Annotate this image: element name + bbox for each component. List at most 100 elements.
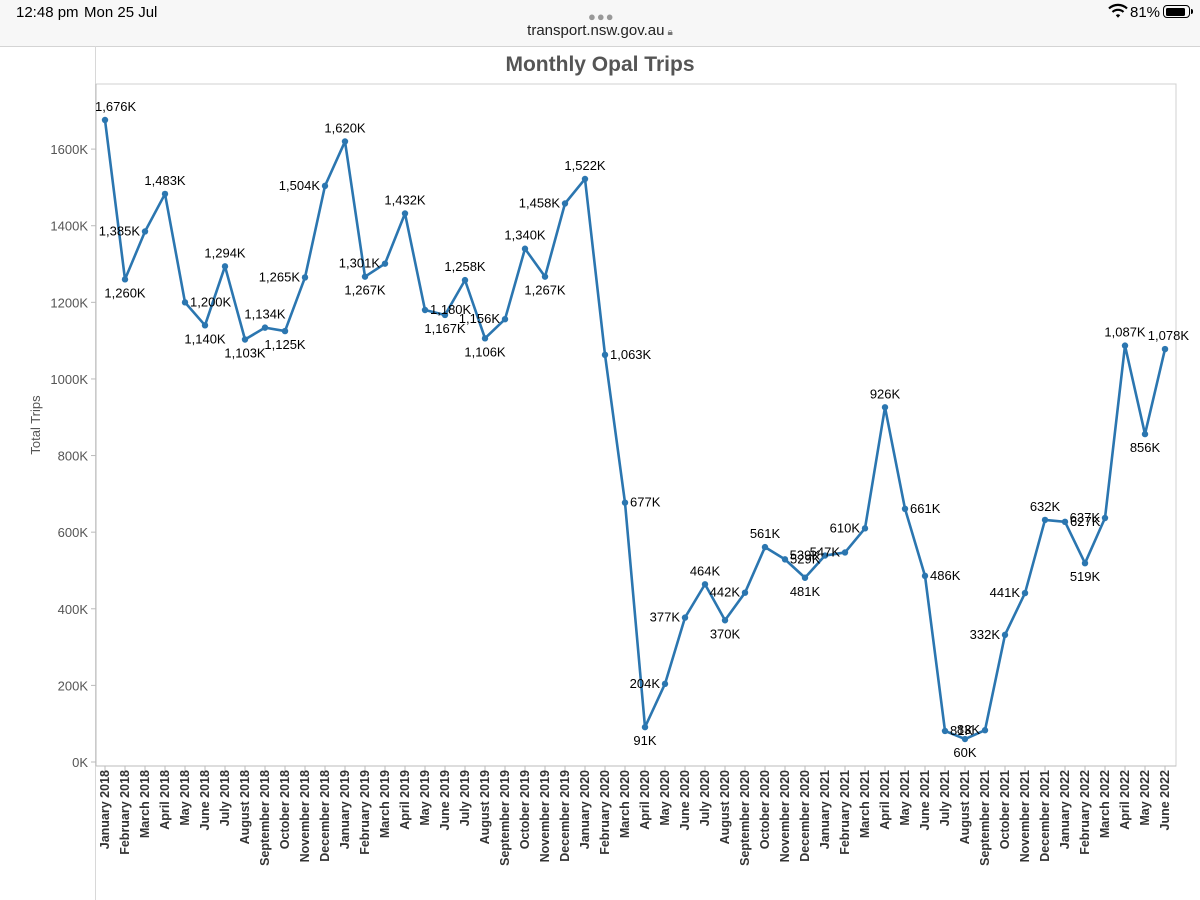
data-label: 1,340K — [504, 228, 546, 243]
data-label: 677K — [630, 495, 661, 510]
data-point — [221, 263, 229, 270]
x-tick-label: April 2021 — [878, 770, 892, 830]
x-tick-label: May 2020 — [658, 770, 672, 826]
x-tick-label: June 2022 — [1158, 770, 1172, 831]
data-point — [101, 116, 109, 124]
data-point — [761, 543, 769, 551]
data-label: 332K — [970, 627, 1001, 642]
data-point — [1021, 589, 1029, 597]
battery-icon — [1163, 5, 1193, 18]
x-tick-label: December 2018 — [318, 770, 332, 862]
data-label: 1,294K — [204, 245, 246, 260]
data-point — [921, 572, 929, 580]
data-point — [441, 311, 449, 319]
data-label: 610K — [830, 520, 861, 535]
data-point — [381, 260, 389, 267]
data-point — [601, 351, 609, 359]
data-label: 83K — [957, 722, 980, 737]
x-tick-label: December 2020 — [798, 770, 812, 862]
data-point — [501, 315, 509, 323]
x-tick-label: March 2021 — [858, 770, 872, 838]
data-label: 91K — [633, 733, 656, 748]
data-label: 442K — [710, 585, 741, 600]
data-label: 481K — [790, 584, 821, 599]
data-label: 1,087K — [1104, 325, 1146, 340]
data-point — [641, 723, 649, 731]
data-point — [421, 306, 429, 314]
x-tick-label: May 2019 — [418, 770, 432, 826]
data-label: 661K — [910, 501, 941, 516]
data-point — [1121, 342, 1129, 349]
data-label: 1,676K — [95, 99, 137, 114]
x-tick-label: June 2018 — [198, 770, 212, 831]
battery-percentage: 81% — [1130, 4, 1161, 21]
x-tick-label: May 2022 — [1138, 770, 1152, 826]
y-axis-title: Total Trips — [28, 395, 43, 455]
x-tick-label: July 2018 — [218, 770, 232, 826]
series-line — [103, 119, 1167, 741]
x-tick-label: July 2020 — [698, 770, 712, 826]
x-tick-label: June 2019 — [438, 770, 452, 831]
chart-title: Monthly Opal Trips — [505, 53, 695, 76]
data-label: 1,522K — [564, 158, 606, 173]
x-tick-label: September 2019 — [498, 770, 512, 866]
more-dots-icon[interactable]: ●●● — [588, 9, 615, 24]
data-point — [961, 735, 969, 743]
lock-icon: 🔒︎ — [667, 27, 673, 38]
data-label: 1,483K — [144, 173, 186, 188]
status-date: Mon 25 Jul — [84, 4, 158, 21]
data-label: 1,140K — [184, 331, 226, 346]
data-label: 529K — [790, 551, 821, 566]
data-point — [281, 327, 289, 335]
data-point — [821, 552, 829, 559]
data-label: 856K — [1130, 440, 1161, 455]
x-tick-label: April 2019 — [398, 770, 412, 830]
data-label: 627K — [1070, 514, 1101, 529]
data-label: 60K — [953, 745, 976, 760]
x-tick-label: September 2018 — [258, 770, 272, 866]
data-point — [781, 556, 789, 563]
data-label: 1,167K — [424, 321, 466, 336]
url-text[interactable]: transport.nsw.gov.au — [527, 22, 665, 39]
x-tick-label: February 2019 — [358, 770, 372, 855]
x-tick-label: March 2019 — [378, 770, 392, 838]
x-tick-label: September 2021 — [978, 770, 992, 866]
data-point — [121, 276, 129, 283]
data-label: 1,620K — [324, 120, 366, 135]
y-tick-label: 1000K — [50, 372, 88, 387]
x-tick-label: May 2021 — [898, 770, 912, 826]
data-label: 1,385K — [99, 223, 141, 238]
data-label: 1,265K — [259, 269, 301, 284]
data-label: 486K — [930, 568, 961, 583]
data-point — [541, 273, 549, 280]
data-label: 1,458K — [519, 196, 561, 211]
data-label: 1,078K — [1148, 328, 1190, 343]
data-label: 441K — [990, 585, 1021, 600]
y-tick-label: 600K — [58, 525, 89, 540]
x-ticks: January 2018 February 2018 March 2018 April… — [98, 766, 1172, 866]
data-label: 539K — [790, 548, 821, 563]
x-tick-label: January 2022 — [1058, 770, 1072, 849]
x-tick-label: February 2020 — [598, 770, 612, 855]
x-tick-label: August 2020 — [718, 770, 732, 844]
data-point — [621, 499, 629, 506]
data-label: 1,180K — [430, 302, 472, 317]
data-point — [861, 525, 869, 532]
x-tick-label: July 2019 — [458, 770, 472, 826]
data-point — [461, 276, 469, 284]
data-label: 1,432K — [384, 192, 426, 207]
data-point — [341, 138, 349, 145]
x-tick-label: October 2019 — [518, 770, 532, 849]
data-point — [521, 245, 529, 252]
x-tick-label: July 2021 — [938, 770, 952, 826]
x-tick-label: March 2020 — [618, 770, 632, 838]
status-time: 12:48 pm — [16, 4, 79, 21]
x-tick-label: June 2020 — [678, 770, 692, 831]
x-tick-label: October 2020 — [758, 770, 772, 849]
address-bar[interactable]: transport.nsw.gov.au 🔒︎ — [0, 22, 1200, 39]
data-label: 1,267K — [524, 283, 566, 298]
x-tick-label: December 2019 — [558, 770, 572, 862]
data-label: 1,258K — [444, 259, 486, 274]
data-point — [681, 614, 689, 621]
